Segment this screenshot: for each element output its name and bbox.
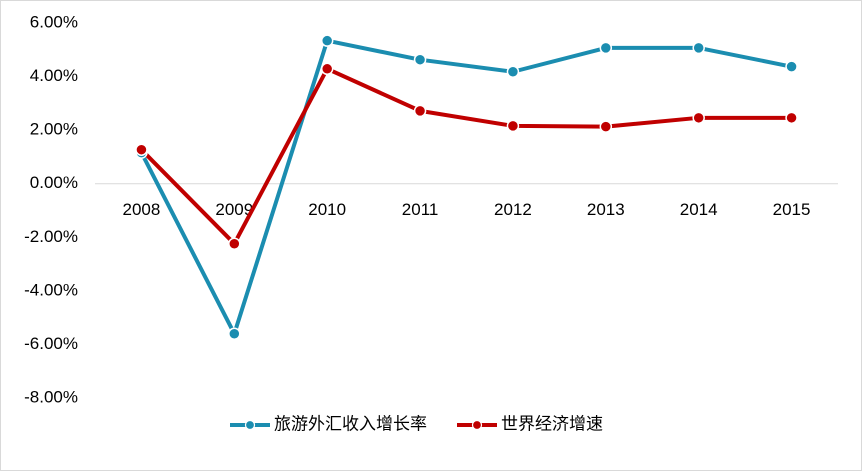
- legend-label: 世界经济增速: [501, 414, 603, 433]
- y-tick-label: -6.00%: [24, 334, 78, 353]
- data-point: [320, 34, 334, 47]
- data-point: [413, 53, 427, 66]
- data-point: [785, 60, 798, 73]
- y-tick-label: 4.00%: [30, 66, 78, 85]
- data-point: [599, 120, 613, 133]
- data-point: [413, 104, 427, 118]
- y-tick-label: 0.00%: [30, 173, 78, 192]
- data-point: [506, 119, 520, 133]
- x-tick-label: 2013: [587, 200, 625, 219]
- data-point: [785, 111, 798, 125]
- x-tick-label: 2012: [494, 200, 532, 219]
- x-tick-label: 2011: [402, 200, 439, 219]
- y-tick-label: -2.00%: [24, 227, 78, 246]
- data-point: [228, 327, 241, 340]
- y-tick-label: 6.00%: [30, 12, 78, 31]
- data-point: [228, 237, 241, 250]
- legend-marker: [244, 419, 256, 431]
- data-point: [506, 65, 520, 78]
- x-tick-label: 2010: [308, 200, 346, 219]
- series-line: [139, 38, 792, 336]
- x-tick-label: 2008: [123, 200, 161, 219]
- x-tick-label: 2009: [215, 200, 253, 219]
- y-tick-label: 2.00%: [30, 120, 78, 139]
- data-point: [692, 41, 705, 55]
- data-point: [135, 143, 148, 156]
- y-tick-label: -8.00%: [24, 387, 78, 406]
- legend-label: 旅游外汇收入增长率: [274, 414, 427, 433]
- series-line: [140, 66, 792, 246]
- data-point: [599, 41, 613, 55]
- data-point: [692, 111, 705, 125]
- y-tick-label: -4.00%: [24, 280, 78, 299]
- data-point: [320, 62, 334, 76]
- legend-marker: [471, 419, 483, 431]
- x-tick-label: 2014: [680, 200, 718, 219]
- x-tick-label: 2015: [773, 200, 811, 219]
